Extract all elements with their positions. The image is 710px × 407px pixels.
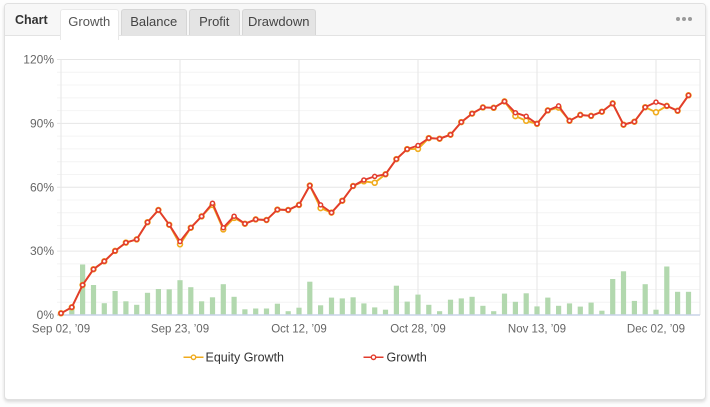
svg-text:Dec 02, ’09: Dec 02, ’09	[627, 324, 685, 336]
svg-text:90%: 90%	[30, 117, 54, 131]
svg-text:Sep 02, ’09: Sep 02, ’09	[32, 324, 90, 336]
svg-text:60%: 60%	[30, 180, 54, 194]
svg-text:Equity Growth: Equity Growth	[206, 350, 285, 364]
svg-text:30%: 30%	[30, 244, 54, 258]
svg-text:Growth: Growth	[387, 350, 427, 364]
svg-text:120%: 120%	[23, 53, 54, 67]
svg-text:Oct 12, ’09: Oct 12, ’09	[271, 324, 327, 336]
svg-text:0%: 0%	[37, 308, 55, 322]
svg-text:Sep 23, ’09: Sep 23, ’09	[151, 324, 209, 336]
svg-text:Oct 28, ’09: Oct 28, ’09	[390, 324, 446, 336]
svg-text:Nov 13, ’09: Nov 13, ’09	[508, 324, 566, 336]
